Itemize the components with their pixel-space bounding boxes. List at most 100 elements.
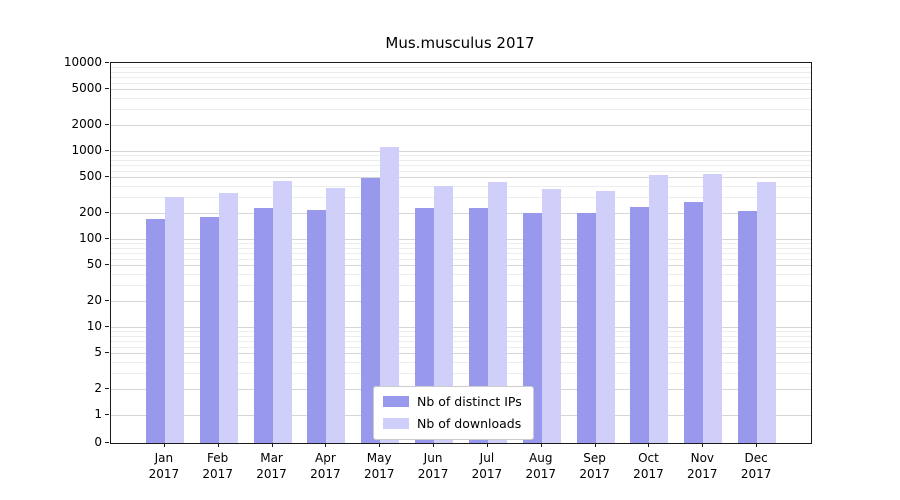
x-tick-year: 2017 [202, 467, 233, 481]
bar-downloads-nov [703, 173, 723, 443]
y-tick-mark [105, 264, 109, 266]
bar-distinct-ips-apr [307, 209, 327, 443]
minor-gridline [111, 331, 811, 333]
minor-gridline [111, 362, 811, 364]
bar-downloads-aug [541, 189, 561, 443]
y-tick-label: 500 [79, 169, 102, 184]
x-tick-year: 2017 [579, 467, 610, 481]
y-tick-mark [105, 299, 109, 301]
legend-entry-downloads: Nb of downloads [383, 416, 522, 431]
minor-gridline [111, 340, 811, 342]
x-tick-month: Mar [260, 451, 283, 465]
y-tick-label: 2 [94, 380, 102, 395]
minor-gridline [111, 252, 811, 254]
x-tick-year: 2017 [633, 467, 664, 481]
y-tick-mark [105, 176, 109, 178]
x-tick-year: 2017 [740, 467, 772, 481]
x-tick-month: Oct [638, 451, 659, 465]
x-tick-label: Mar 2017 [256, 450, 287, 482]
minor-gridline [111, 258, 811, 260]
y-tick-label: 5 [94, 345, 102, 360]
y-tick-label: 1 [94, 407, 102, 421]
bar-downloads-feb [218, 193, 238, 443]
bar-distinct-ips-aug [522, 212, 542, 443]
x-tick-label: Aug 2017 [525, 450, 556, 482]
bar-distinct-ips-may [361, 177, 381, 443]
legend: Nb of distinct IPs Nb of downloads [373, 386, 534, 440]
minor-gridline [111, 98, 811, 100]
x-tick-mark [433, 443, 435, 447]
x-tick-year: 2017 [256, 467, 287, 481]
minor-gridline [111, 71, 811, 73]
major-gridline [111, 177, 811, 179]
bar-downloads-dec [757, 181, 777, 443]
y-tick-mark [105, 88, 109, 90]
bar-distinct-ips-sep [576, 213, 596, 443]
bar-downloads-jun [434, 186, 454, 443]
y-tick-mark [105, 123, 109, 125]
bar-distinct-ips-mar [253, 208, 273, 443]
bar-distinct-ips-jan [145, 218, 165, 443]
major-gridline [111, 239, 811, 240]
y-tick-mark [105, 238, 109, 239]
x-tick-mark [486, 443, 488, 447]
minor-gridline [111, 67, 811, 69]
minor-gridline [111, 164, 811, 166]
x-tick-year: 2017 [148, 467, 180, 481]
x-tick-month: Sep [583, 451, 606, 465]
x-tick-mark [325, 443, 327, 447]
y-tick-label: 100 [79, 231, 102, 245]
major-gridline [111, 353, 811, 355]
minor-gridline [111, 373, 811, 374]
x-tick-label: Feb 2017 [202, 450, 233, 482]
x-tick-mark [271, 443, 273, 447]
bar-distinct-ips-jul [468, 208, 488, 443]
y-tick-mark [105, 326, 109, 327]
minor-gridline [111, 186, 811, 188]
minor-gridline [111, 346, 811, 348]
bar-distinct-ips-jun [415, 208, 435, 443]
minor-gridline [111, 274, 811, 276]
minor-gridline [111, 243, 811, 245]
x-tick-label: Sep 2017 [579, 450, 610, 482]
major-gridline [111, 300, 811, 302]
y-tick-label: 50 [86, 257, 102, 272]
y-tick-mark [105, 352, 109, 354]
x-tick-year: 2017 [687, 467, 718, 481]
y-tick-label: 10000 [63, 55, 102, 69]
y-tick-label: 2000 [71, 116, 102, 131]
minor-gridline [111, 82, 811, 84]
minor-gridline [111, 247, 811, 249]
legend-entry-distinct-ips: Nb of distinct IPs [383, 394, 522, 409]
x-tick-mark [540, 443, 542, 447]
x-tick-month: Aug [529, 451, 553, 465]
y-tick-mark [105, 62, 109, 63]
y-tick-mark [105, 211, 109, 213]
x-tick-mark [648, 443, 650, 447]
legend-label-distinct-ips: Nb of distinct IPs [417, 394, 522, 409]
major-gridline [111, 89, 811, 91]
bar-downloads-oct [649, 175, 669, 443]
bar-distinct-ips-feb [199, 216, 219, 443]
bar-distinct-ips-dec [738, 210, 758, 443]
bar-downloads-jul [487, 181, 507, 443]
minor-gridline [111, 109, 811, 110]
y-tick-mark [105, 150, 109, 151]
chart-title: Mus.musculus 2017 [385, 34, 535, 52]
x-tick-month: Feb [207, 451, 229, 465]
x-tick-mark [217, 443, 219, 447]
x-tick-label: Dec 2017 [741, 450, 772, 482]
y-tick-mark [105, 414, 109, 415]
x-tick-mark [756, 443, 758, 447]
major-gridline [111, 124, 811, 126]
bar-downloads-sep [595, 191, 615, 443]
x-tick-mark [379, 443, 381, 447]
x-tick-month: Apr [314, 451, 336, 465]
x-tick-year: 2017 [525, 467, 557, 481]
y-tick-mark [105, 387, 109, 389]
y-tick-label: 200 [79, 204, 102, 219]
major-gridline [111, 327, 811, 328]
minor-gridline [111, 170, 811, 172]
legend-swatch-distinct-ips [383, 396, 409, 407]
